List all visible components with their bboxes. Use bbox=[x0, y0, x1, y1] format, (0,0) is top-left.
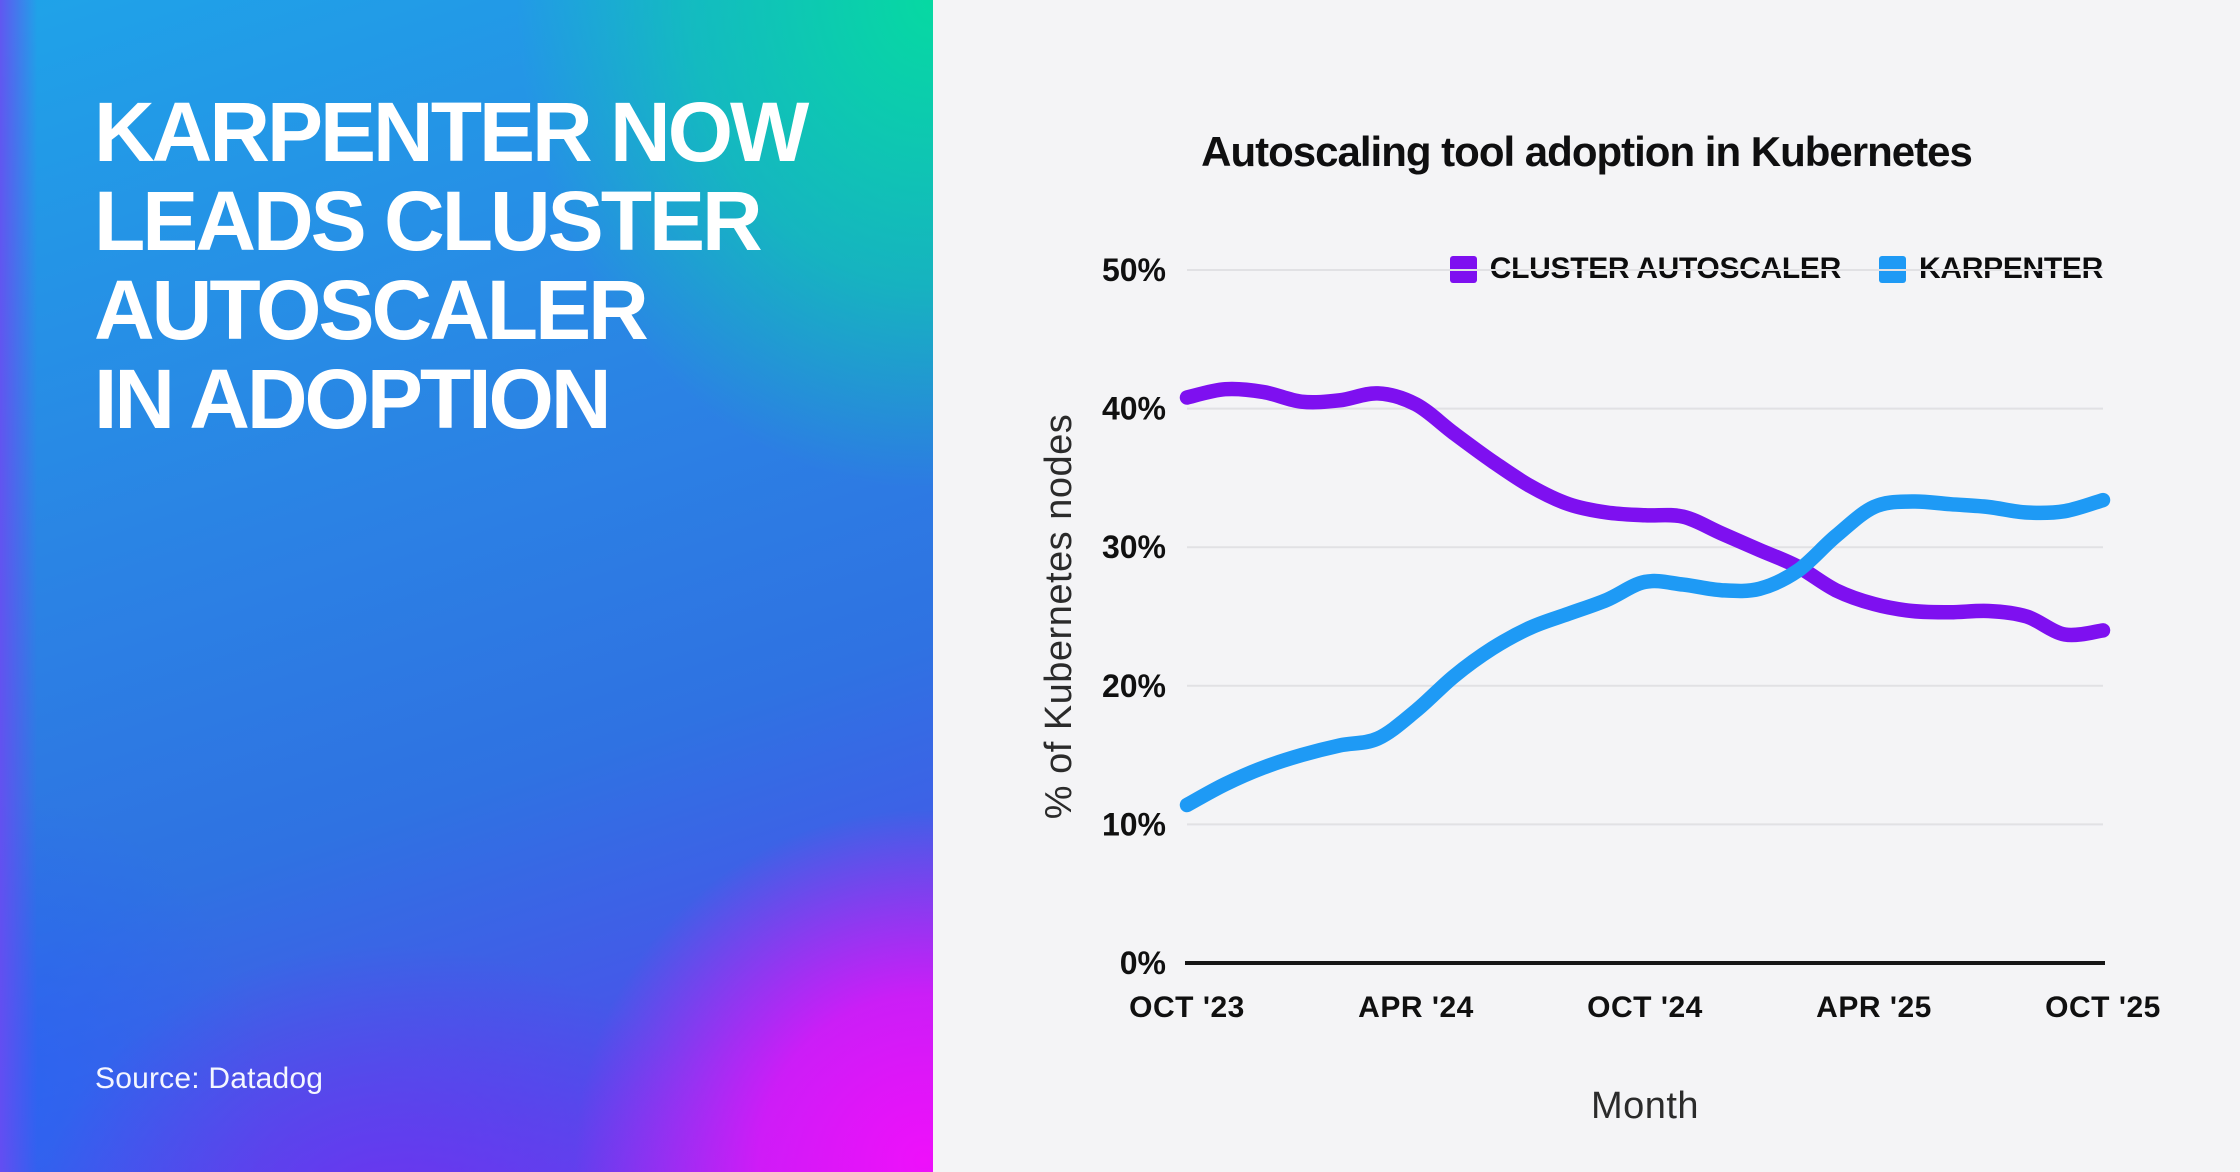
y-tick-label: 30% bbox=[1102, 529, 1166, 565]
y-tick-label: 50% bbox=[1102, 252, 1166, 288]
x-tick-label: APR '24 bbox=[1358, 991, 1474, 1024]
x-tick-label: OCT '24 bbox=[1587, 991, 1703, 1024]
y-tick-label: 40% bbox=[1102, 391, 1166, 427]
chart-legend: CLUSTER AUTOSCALER KARPENTER bbox=[1449, 252, 2103, 286]
y-tick-label: 0% bbox=[1120, 945, 1166, 981]
series-line-cluster-autoscaler bbox=[1179, 381, 2111, 643]
y-tick-label: 10% bbox=[1102, 806, 1166, 842]
chart-title: Autoscaling tool adoption in Kubernetes bbox=[1201, 128, 1973, 175]
chart-panel: Autoscaling tool adoption in Kubernetes … bbox=[933, 0, 2240, 1172]
x-tick-label: OCT '23 bbox=[1129, 991, 1245, 1024]
legend-label-cluster-autoscaler: CLUSTER AUTOSCALER bbox=[1489, 252, 1842, 285]
y-tick-label: 20% bbox=[1102, 668, 1166, 704]
x-axis-title: Month bbox=[1591, 1085, 1699, 1127]
x-tick-label: OCT '25 bbox=[2045, 991, 2161, 1024]
series-line-karpenter bbox=[1179, 492, 2111, 813]
y-axis-title: % of Kubernetes nodes bbox=[1038, 414, 1080, 820]
headline-panel: KARPENTER NOW LEADS CLUSTER AUTOSCALER I… bbox=[0, 0, 933, 1172]
legend-item-cluster-autoscaler: CLUSTER AUTOSCALER bbox=[1449, 252, 1842, 286]
source-text: Source: Datadog bbox=[95, 1062, 324, 1095]
line-chart: 0% 10% 20% 30% 40% 50% OCT '23 APR '24 OCT '24 AP… bbox=[1038, 252, 2161, 1127]
legend-item-karpenter: KARPENTER bbox=[1879, 252, 2103, 286]
legend-label-karpenter: KARPENTER bbox=[1919, 252, 2103, 285]
headline: KARPENTER NOW LEADS CLUSTER AUTOSCALER I… bbox=[94, 85, 809, 446]
x-tick-label: APR '25 bbox=[1816, 991, 1932, 1024]
